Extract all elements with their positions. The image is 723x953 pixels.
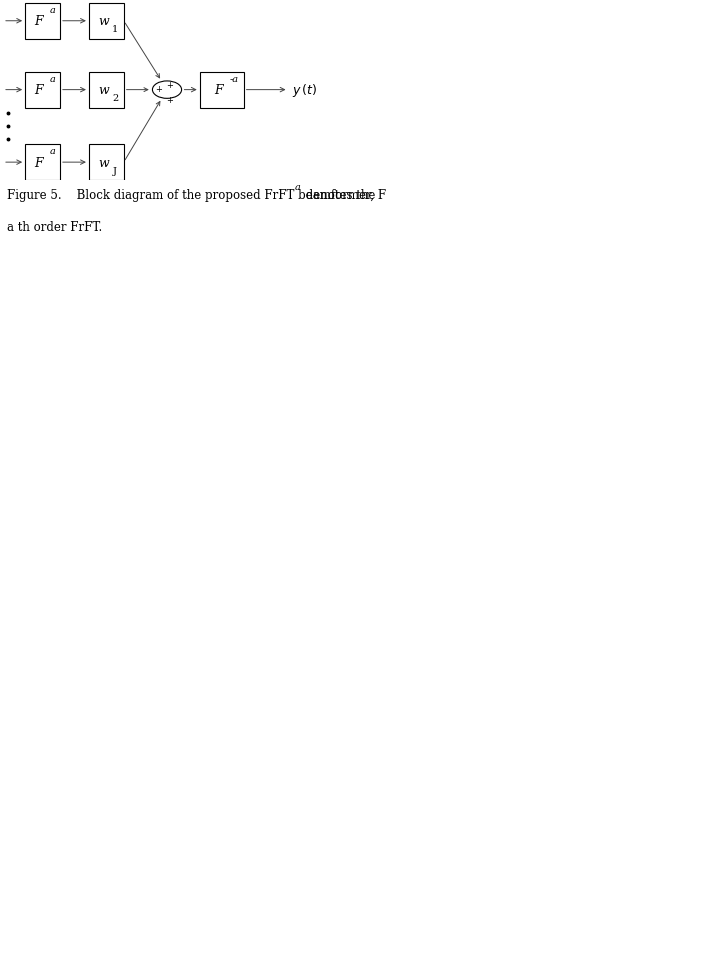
- Text: +: +: [166, 81, 173, 91]
- Bar: [89, 145, 124, 181]
- Text: -a: -a: [229, 74, 239, 84]
- Text: +: +: [155, 85, 162, 94]
- Text: a: a: [294, 183, 300, 192]
- Text: w: w: [98, 84, 109, 97]
- Text: a th order FrFT.: a th order FrFT.: [7, 220, 103, 233]
- Text: denotes the: denotes the: [301, 189, 375, 202]
- Text: J: J: [113, 167, 117, 175]
- Text: 2: 2: [112, 94, 118, 103]
- Bar: [200, 72, 244, 109]
- Text: a: a: [49, 147, 55, 156]
- Text: a: a: [49, 74, 55, 84]
- Bar: [25, 72, 60, 109]
- Bar: [25, 4, 60, 40]
- Text: F: F: [35, 15, 43, 29]
- Text: 1: 1: [112, 25, 118, 34]
- Bar: [25, 145, 60, 181]
- Text: a: a: [49, 6, 55, 14]
- Text: $y\,(t)$: $y\,(t)$: [291, 82, 317, 99]
- Text: F: F: [35, 156, 43, 170]
- Text: w: w: [98, 156, 109, 170]
- Text: +: +: [166, 96, 174, 105]
- Text: Figure 5.    Block diagram of the proposed FrFT beamformer, F: Figure 5. Block diagram of the proposed …: [7, 189, 386, 202]
- Text: F: F: [214, 84, 223, 97]
- Text: w: w: [98, 15, 109, 29]
- Bar: [89, 72, 124, 109]
- Text: F: F: [35, 84, 43, 97]
- Bar: [89, 4, 124, 40]
